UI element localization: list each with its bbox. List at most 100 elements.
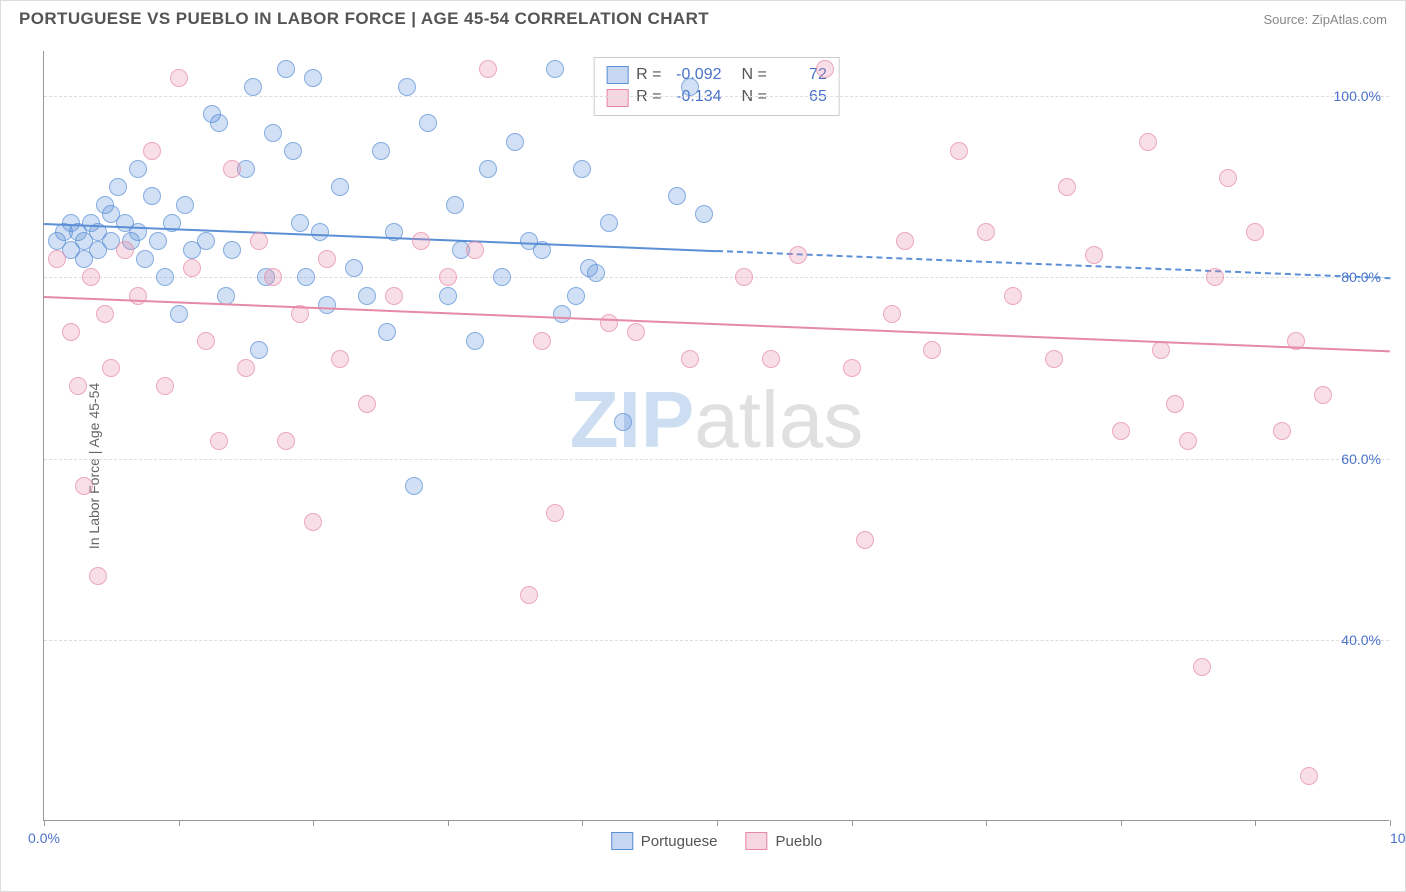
data-point: [567, 287, 585, 305]
data-point: [331, 178, 349, 196]
data-point: [923, 341, 941, 359]
r-label: R =: [636, 86, 661, 108]
data-point: [816, 60, 834, 78]
data-point: [210, 114, 228, 132]
data-point: [156, 377, 174, 395]
data-point: [681, 350, 699, 368]
x-tick: [313, 820, 314, 826]
x-tick: [1121, 820, 1122, 826]
data-point: [419, 114, 437, 132]
data-point: [439, 287, 457, 305]
data-point: [89, 567, 107, 585]
chart-area: In Labor Force | Age 45-54 ZIPatlas R =-…: [1, 41, 1405, 891]
data-point: [277, 432, 295, 450]
gridline: [44, 459, 1389, 460]
data-point: [62, 323, 80, 341]
data-point: [398, 78, 416, 96]
data-point: [176, 196, 194, 214]
data-point: [197, 232, 215, 250]
data-point: [466, 332, 484, 350]
legend-series-item: Portuguese: [611, 832, 718, 850]
data-point: [520, 586, 538, 604]
data-point: [244, 78, 262, 96]
gridline: [44, 96, 1389, 97]
data-point: [284, 142, 302, 160]
y-tick-label: 60.0%: [1341, 451, 1381, 467]
data-point: [311, 223, 329, 241]
data-point: [896, 232, 914, 250]
data-point: [627, 323, 645, 341]
header: PORTUGUESE VS PUEBLO IN LABOR FORCE | AG…: [1, 1, 1405, 35]
x-tick: [448, 820, 449, 826]
data-point: [533, 332, 551, 350]
data-point: [69, 377, 87, 395]
data-point: [129, 160, 147, 178]
data-point: [506, 133, 524, 151]
chart-container: PORTUGUESE VS PUEBLO IN LABOR FORCE | AG…: [0, 0, 1406, 892]
data-point: [372, 142, 390, 160]
data-point: [681, 78, 699, 96]
data-point: [116, 241, 134, 259]
data-point: [1193, 658, 1211, 676]
gridline: [44, 640, 1389, 641]
data-point: [48, 250, 66, 268]
x-tick: [717, 820, 718, 826]
y-tick-label: 40.0%: [1341, 632, 1381, 648]
data-point: [358, 287, 376, 305]
data-point: [1166, 395, 1184, 413]
data-point: [600, 314, 618, 332]
x-tick: [1390, 820, 1391, 826]
data-point: [223, 241, 241, 259]
data-point: [1273, 422, 1291, 440]
legend-stats-row: R =-0.092N =72: [606, 64, 827, 86]
x-tick-label: 100.0%: [1390, 830, 1393, 846]
data-point: [143, 142, 161, 160]
data-point: [183, 259, 201, 277]
data-point: [223, 160, 241, 178]
data-point: [217, 287, 235, 305]
data-point: [318, 250, 336, 268]
data-point: [1085, 246, 1103, 264]
data-point: [156, 268, 174, 286]
data-point: [600, 214, 618, 232]
data-point: [318, 296, 336, 314]
x-tick: [852, 820, 853, 826]
data-point: [304, 69, 322, 87]
n-label: N =: [742, 86, 767, 108]
x-tick: [44, 820, 45, 826]
data-point: [479, 160, 497, 178]
data-point: [843, 359, 861, 377]
legend-swatch: [611, 832, 633, 850]
data-point: [493, 268, 511, 286]
legend-series: Portuguese Pueblo: [611, 832, 822, 850]
data-point: [412, 232, 430, 250]
data-point: [102, 359, 120, 377]
legend-series-label: Pueblo: [776, 833, 823, 850]
data-point: [264, 124, 282, 142]
data-point: [405, 477, 423, 495]
data-point: [237, 359, 255, 377]
data-point: [1219, 169, 1237, 187]
y-tick-label: 100.0%: [1334, 88, 1381, 104]
data-point: [264, 268, 282, 286]
data-point: [331, 350, 349, 368]
data-point: [378, 323, 396, 341]
source-label: Source: ZipAtlas.com: [1263, 12, 1387, 27]
legend-series-item: Pueblo: [746, 832, 823, 850]
trend-line: [717, 250, 1390, 279]
data-point: [573, 160, 591, 178]
x-tick: [986, 820, 987, 826]
watermark-atlas: atlas: [694, 375, 863, 464]
data-point: [735, 268, 753, 286]
legend-swatch: [606, 66, 628, 84]
legend-swatch: [746, 832, 768, 850]
n-label: N =: [742, 64, 767, 86]
data-point: [439, 268, 457, 286]
data-point: [143, 187, 161, 205]
data-point: [109, 178, 127, 196]
data-point: [170, 305, 188, 323]
legend-swatch: [606, 89, 628, 107]
data-point: [1246, 223, 1264, 241]
legend-stats-row: R =-0.134N =65: [606, 86, 827, 108]
data-point: [695, 205, 713, 223]
